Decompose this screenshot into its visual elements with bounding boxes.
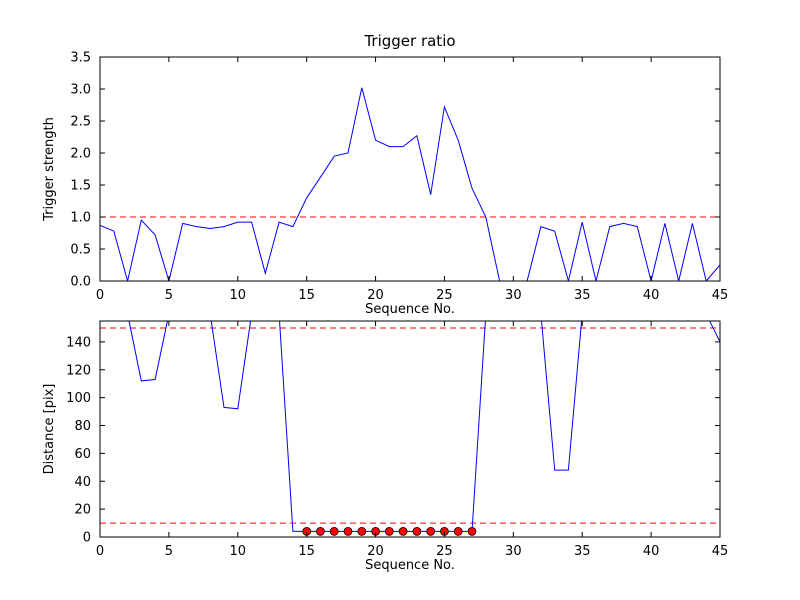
x-tick-label: 30 <box>505 288 522 303</box>
x-axis-label: Sequence No. <box>365 558 455 573</box>
y-tick-label: 1.5 <box>70 179 91 194</box>
chart-title: Trigger ratio <box>363 32 455 50</box>
trigger-marker-dot <box>357 527 367 536</box>
y-tick-label: 0 <box>83 531 91 546</box>
x-tick-label: 40 <box>643 288 660 303</box>
distance-series-line <box>128 321 720 532</box>
x-tick-label: 35 <box>574 288 591 303</box>
distance-subplot: 0 5 10 15 20 25 30 35 40 45 0 20 40 60 80 100 120 140 Sequ… <box>42 320 729 573</box>
x-tick-label: 0 <box>96 544 104 559</box>
x-tick-label: 5 <box>165 544 173 559</box>
y-tick-label: 60 <box>74 447 91 462</box>
x-tick-label: 10 <box>230 544 247 559</box>
y-tick-label: 0.5 <box>70 243 91 258</box>
x-tick-label: 40 <box>643 544 660 559</box>
trigger-ratio-series-line <box>100 87 720 281</box>
y-tick-label: 3.0 <box>70 83 91 98</box>
trigger-marker-dot <box>467 527 477 536</box>
x-tick-label: 20 <box>367 288 384 303</box>
x-tick-label: 0 <box>96 288 104 303</box>
trigger-marker-dot <box>329 527 339 536</box>
axes-frame <box>99 56 721 282</box>
y-tick-label: 1.0 <box>70 211 91 226</box>
x-tick-label: 15 <box>298 288 315 303</box>
x-tick-label: 20 <box>367 544 384 559</box>
y-tick-label: 2.0 <box>70 147 91 162</box>
x-tick-label: 25 <box>436 288 453 303</box>
trigger-marker-dot <box>398 527 408 536</box>
x-tick-label: 15 <box>298 544 315 559</box>
x-tick-label: 25 <box>436 544 453 559</box>
y-tick-label: 0.0 <box>70 275 91 290</box>
y-tick-label: 20 <box>74 503 91 518</box>
trigger-marker-dot <box>384 527 394 536</box>
trigger-marker-dot <box>453 527 463 536</box>
x-tick-label: 30 <box>505 544 522 559</box>
trigger-ratio-subplot: 0 5 10 15 20 25 30 35 40 45 0.0 0.5 1.0 1.5 2.0 2.5 3.0 3… <box>42 32 728 317</box>
trigger-marker-dot <box>426 527 436 536</box>
trigger-marker-dot <box>315 527 325 536</box>
x-tick-label: 5 <box>165 288 173 303</box>
y-tick-label: 140 <box>66 335 91 350</box>
x-axis-label: Sequence No. <box>365 302 455 317</box>
y-tick-label: 2.5 <box>70 115 91 130</box>
axes-frame <box>99 320 721 538</box>
trigger-marker-dot <box>343 527 353 536</box>
y-tick-label: 3.5 <box>70 51 91 66</box>
x-tick-label: 10 <box>230 288 247 303</box>
trigger-marker-dot <box>412 527 422 536</box>
x-tick-label: 35 <box>574 544 591 559</box>
y-tick-label: 100 <box>66 391 91 406</box>
x-tick-label: 45 <box>712 544 729 559</box>
y-tick-label: 120 <box>66 363 91 378</box>
y-axis-label: Trigger strength <box>42 117 57 222</box>
y-axis-label: Distance [pix] <box>42 384 57 475</box>
y-tick-label: 40 <box>74 475 91 490</box>
y-tick-label: 80 <box>74 419 91 434</box>
x-tick-label: 45 <box>712 288 729 303</box>
